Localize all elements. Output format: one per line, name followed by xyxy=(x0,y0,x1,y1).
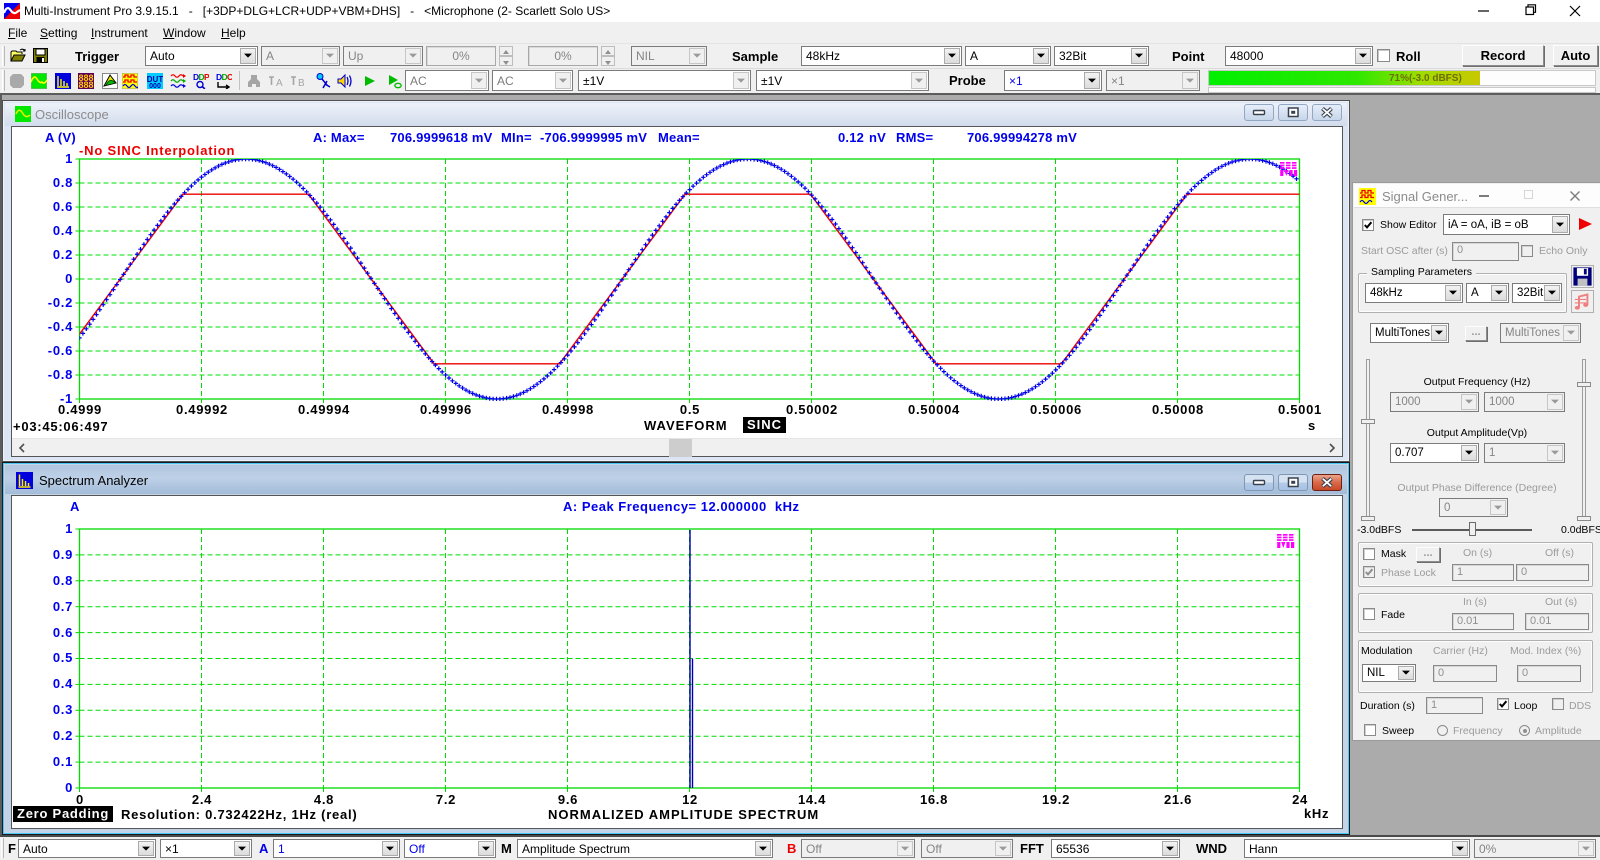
svg-text:A: A xyxy=(276,78,283,89)
svg-text:DUT: DUT xyxy=(147,75,163,84)
svg-text:P: P xyxy=(204,73,209,82)
svg-text:D: D xyxy=(216,73,222,82)
svg-text:D: D xyxy=(199,73,205,82)
svg-text:000: 000 xyxy=(149,83,161,89)
svg-text:B: B xyxy=(298,78,305,89)
svg-text:888: 888 xyxy=(78,73,93,83)
svg-text:C: C xyxy=(227,73,232,82)
svg-text:D: D xyxy=(222,73,228,82)
svg-text:888: 888 xyxy=(78,80,93,89)
svg-text:D: D xyxy=(193,73,199,82)
